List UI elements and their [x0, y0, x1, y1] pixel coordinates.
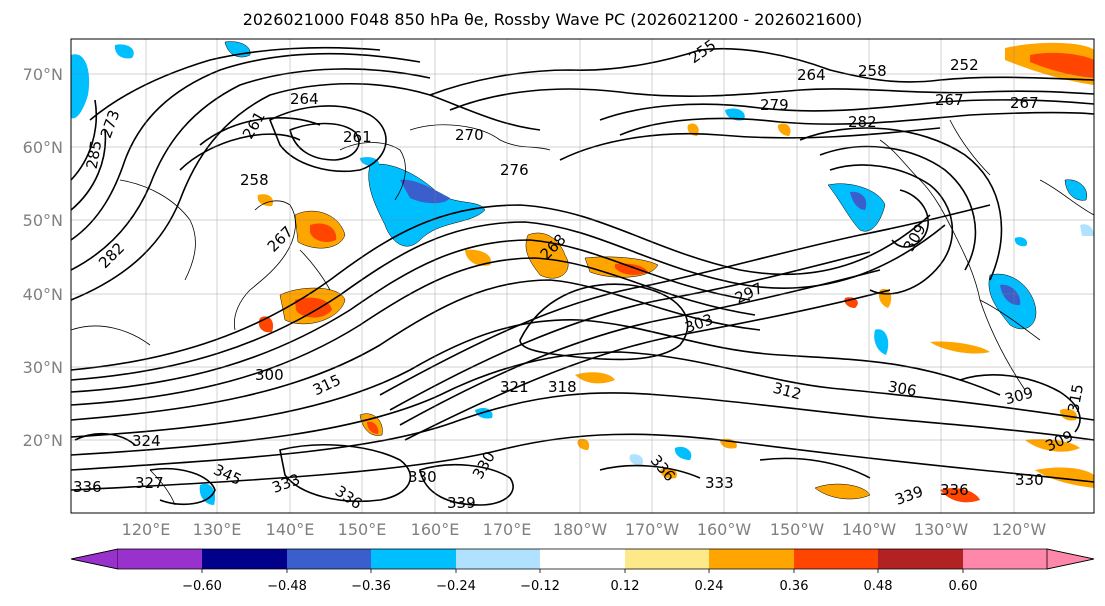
colorbar-bin — [709, 549, 794, 569]
contour-label: 285 — [83, 139, 106, 170]
lon-label-130w: 130°W — [914, 520, 969, 539]
lat-label-50n: 50°N — [23, 211, 63, 230]
colorbar: −0.60 −0.48 −0.36 −0.24 −0.12 0.12 0.24 … — [70, 548, 1095, 594]
contour-label: 300 — [255, 366, 284, 384]
coastlines — [71, 119, 1094, 506]
colorbar-bin — [456, 549, 540, 569]
colorbar-tick-label: −0.36 — [351, 579, 391, 594]
colorbar-bin — [963, 549, 1047, 569]
anomaly-shading — [71, 41, 1094, 505]
colorbar-tick-label: 0.36 — [780, 579, 809, 594]
contour-label: 279 — [760, 96, 789, 114]
colorbar-tick-label: 0.24 — [695, 579, 724, 594]
lon-label-180w: 180°W — [553, 520, 608, 539]
lon-label-130e: 130°E — [193, 520, 242, 539]
colorbar-tick-label: 0.60 — [949, 579, 978, 594]
map-panel: 255 264 258 252 267 267 279 282 264 261 … — [70, 38, 1095, 514]
lat-label-40n: 40°N — [23, 285, 63, 304]
contour-label: 336 — [73, 478, 102, 496]
contour-label: 321 — [500, 378, 529, 396]
contour-label: 318 — [548, 378, 577, 396]
contour-label: 258 — [858, 62, 887, 80]
contour-label: 324 — [132, 432, 161, 450]
contour-label: 330 — [1015, 471, 1044, 489]
contour-label: 258 — [240, 171, 269, 189]
colorbar-bin — [287, 549, 371, 569]
contour-label: 261 — [343, 128, 372, 146]
colorbar-tick-label: 0.48 — [864, 579, 893, 594]
theta-e-contours — [71, 46, 1094, 506]
contour-label: 333 — [705, 474, 734, 492]
latitude-labels: 70°N 60°N 50°N 40°N 30°N 20°N — [23, 65, 63, 450]
contour-label: 267 — [935, 91, 964, 109]
contour-label: 339 — [447, 494, 476, 512]
contour-label: 264 — [290, 90, 319, 108]
colorbar-tick-label: 0.12 — [611, 579, 640, 594]
figure-title: 2026021000 F048 850 hPa θe, Rossby Wave … — [242, 10, 863, 29]
colorbar-bin — [118, 549, 202, 569]
lon-label-120w: 120°W — [992, 520, 1047, 539]
lon-label-150e: 150°E — [338, 520, 387, 539]
colorbar-bin — [540, 549, 625, 569]
contour-label: 306 — [887, 377, 918, 400]
colorbar-tick-label: −0.24 — [436, 579, 476, 594]
lat-label-30n: 30°N — [23, 358, 63, 377]
lon-label-160e: 160°E — [411, 520, 460, 539]
lat-label-70n: 70°N — [23, 65, 63, 84]
lon-label-120e: 120°E — [122, 520, 171, 539]
lat-label-60n: 60°N — [23, 138, 63, 157]
contour-label: 282 — [848, 113, 877, 131]
contour-label: 330 — [408, 468, 437, 486]
colorbar-tick-label: −0.60 — [182, 579, 222, 594]
colorbar-extend-high — [1046, 548, 1095, 570]
lon-label-160w: 160°W — [697, 520, 752, 539]
lat-label-20n: 20°N — [23, 431, 63, 450]
contour-label: 252 — [950, 56, 979, 74]
contour-label: 276 — [500, 161, 529, 179]
longitude-labels: 120°E 130°E 140°E 150°E 160°E 170°E 180°… — [122, 520, 1047, 539]
colorbar-bin — [794, 549, 878, 569]
graticule — [71, 39, 1094, 513]
contour-label: 270 — [455, 126, 484, 144]
lon-label-140e: 140°E — [266, 520, 315, 539]
contour-label: 264 — [797, 66, 826, 84]
contour-label: 336 — [940, 481, 969, 499]
contour-label: 315 — [1064, 383, 1087, 414]
lon-label-170w: 170°W — [625, 520, 680, 539]
colorbar-bin — [878, 549, 963, 569]
colorbar-tick-label: −0.48 — [267, 579, 307, 594]
colorbar-bin — [202, 549, 287, 569]
lon-label-170e: 170°E — [483, 520, 532, 539]
lon-label-150w: 150°W — [770, 520, 825, 539]
colorbar-bin — [625, 549, 709, 569]
colorbar-tick-label: −0.12 — [520, 579, 560, 594]
contour-label: 267 — [1010, 94, 1039, 112]
contour-label: 327 — [135, 474, 164, 492]
colorbar-extend-low — [70, 548, 119, 570]
colorbar-bin — [371, 549, 456, 569]
lon-label-140w: 140°W — [842, 520, 897, 539]
